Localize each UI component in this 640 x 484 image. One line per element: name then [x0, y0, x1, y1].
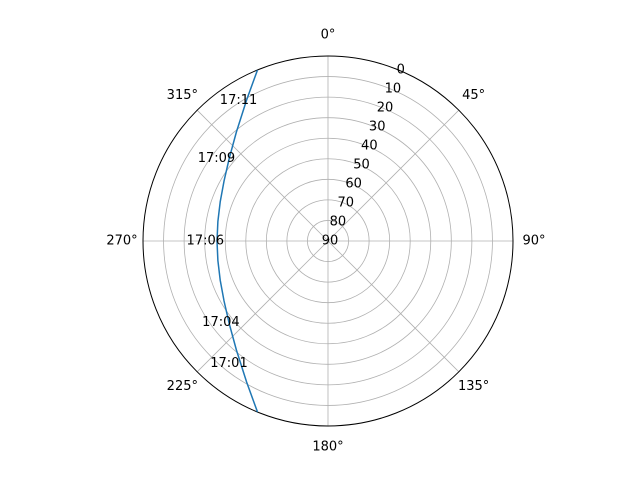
r-grid-circle: [163, 76, 493, 406]
time-annotation: 17:09: [198, 151, 235, 166]
r-tick-label: 70: [337, 196, 354, 211]
series-line: [216, 69, 259, 413]
r-tick-label: 60: [345, 177, 362, 192]
r-grid-circle: [204, 117, 452, 365]
theta-tick-label: 225°: [167, 379, 198, 394]
theta-tick-label: 270°: [106, 234, 137, 249]
theta-tick-label: 315°: [167, 88, 198, 103]
theta-grid-line: [196, 109, 329, 242]
r-grid-circle: [183, 96, 473, 386]
theta-grid-line: [327, 109, 460, 242]
theta-tick-label: 45°: [462, 88, 485, 103]
series-layer: [216, 69, 259, 413]
r-grid-circle: [286, 199, 370, 283]
theta-grid-line: [196, 240, 329, 373]
time-annotation: 17:04: [202, 315, 239, 330]
label-layer: 0° 45° 90° 135° 180° 225° 270° 315° 0 10 20 30 40 50 6…: [106, 28, 545, 455]
r-tick-label: 40: [361, 139, 378, 154]
r-grid-circle: [224, 137, 432, 345]
r-grid-circle: [265, 178, 391, 304]
r-tick-label: 50: [353, 158, 370, 173]
r-grid-circle: [245, 158, 411, 324]
r-tick-label: 90: [322, 234, 339, 249]
polar-frame: [142, 55, 514, 427]
grid-layer: [142, 55, 514, 427]
r-grid-circle: [307, 220, 349, 262]
r-tick-label: 0: [397, 63, 405, 78]
theta-tick-label: 135°: [458, 379, 489, 394]
r-tick-label: 20: [377, 101, 394, 116]
r-tick-label: 30: [369, 120, 386, 135]
theta-tick-label: 0°: [321, 28, 336, 43]
theta-tick-label: 180°: [312, 440, 343, 455]
r-tick-label: 80: [330, 215, 347, 230]
theta-grid-line: [327, 240, 460, 373]
theta-tick-label: 90°: [522, 234, 545, 249]
time-annotation: 17:11: [220, 93, 257, 108]
r-tick-label: 10: [385, 82, 402, 97]
time-annotation: 17:06: [187, 234, 224, 249]
time-annotation: 17:01: [210, 356, 247, 371]
